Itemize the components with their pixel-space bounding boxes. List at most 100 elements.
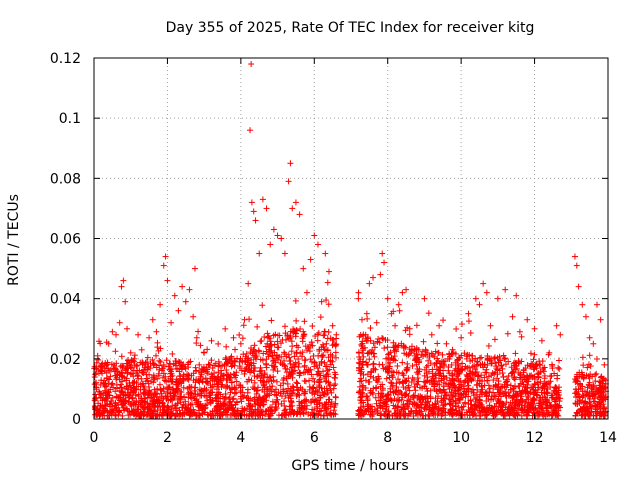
data-point-peak (333, 331, 340, 338)
data-point-peak (168, 319, 175, 326)
data-point (116, 394, 123, 401)
data-point (218, 367, 225, 374)
data-point (160, 388, 167, 395)
y-tick-label: 0 (72, 412, 81, 428)
data-point (478, 354, 485, 361)
x-tick-label: 6 (310, 430, 319, 446)
data-point (511, 383, 518, 390)
data-point-peak (122, 298, 129, 305)
data-point (204, 378, 211, 385)
data-point (312, 333, 319, 340)
data-point (237, 382, 244, 389)
data-point (323, 340, 330, 347)
data-point (324, 279, 331, 286)
data-point-peak (601, 361, 608, 368)
data-point-peak (311, 232, 318, 239)
data-point (131, 352, 138, 359)
data-point (504, 330, 511, 337)
data-point-peak (307, 256, 314, 263)
data-point (285, 351, 292, 358)
data-point (327, 386, 334, 393)
data-point-peak (480, 280, 487, 287)
data-point-peak (300, 265, 307, 272)
data-point-peak (263, 205, 270, 212)
data-point (363, 310, 370, 317)
data-point (293, 350, 300, 357)
data-point (239, 335, 246, 342)
data-point (554, 375, 561, 382)
data-point (467, 330, 474, 337)
data-point (455, 378, 462, 385)
data-point (209, 365, 216, 372)
data-point-peak (476, 301, 483, 308)
data-point (215, 340, 222, 347)
data-point (527, 350, 534, 357)
data-point (252, 401, 259, 408)
data-point-peak (248, 61, 255, 68)
data-point (572, 386, 579, 393)
data-point-peak (241, 316, 248, 323)
data-point (366, 378, 373, 385)
data-point-peak (392, 322, 399, 329)
data-point-peak (270, 226, 277, 233)
x-axis-label: GPS time / hours (291, 458, 408, 474)
data-point (189, 401, 196, 408)
data-point (332, 381, 339, 388)
data-point-peak (281, 250, 288, 257)
data-point-peak (223, 343, 230, 350)
data-point (491, 336, 498, 343)
data-point (257, 338, 264, 345)
data-point (302, 378, 309, 385)
data-point (586, 352, 593, 359)
data-point (373, 384, 380, 391)
data-point-peak (421, 295, 428, 302)
data-point-peak (278, 235, 285, 242)
y-tick-label: 0.12 (50, 51, 81, 67)
data-point-peak (171, 292, 178, 299)
data-point (244, 389, 251, 396)
data-point-peak (289, 205, 296, 212)
data-point (314, 337, 321, 344)
data-point (119, 412, 126, 419)
data-point-peak (379, 250, 386, 257)
data-point-peak (149, 316, 156, 323)
data-point (404, 360, 411, 367)
data-point (539, 358, 546, 365)
data-point (232, 346, 239, 353)
data-point (332, 341, 339, 348)
y-tick-label: 0.1 (59, 111, 81, 127)
data-point (268, 317, 275, 324)
data-point-peak (247, 127, 254, 134)
data-point-peak (582, 313, 589, 320)
data-point (323, 363, 330, 370)
data-point-peak (458, 334, 465, 341)
data-point (95, 400, 102, 407)
data-point (355, 289, 362, 296)
data-point (317, 314, 324, 321)
data-point (498, 362, 505, 369)
data-points (91, 61, 610, 419)
data-point (309, 323, 316, 330)
data-point (436, 367, 443, 374)
data-point (556, 365, 563, 372)
data-point (166, 360, 173, 367)
data-point (311, 378, 318, 385)
y-tick-label: 0.08 (50, 171, 81, 187)
data-point (149, 356, 156, 363)
data-point-peak (113, 331, 120, 338)
data-point-peak (370, 274, 377, 281)
data-point (294, 380, 301, 387)
data-point (296, 392, 303, 399)
data-point (246, 316, 253, 323)
data-point-peak (314, 241, 321, 248)
data-point (288, 348, 295, 355)
data-point (458, 321, 465, 328)
data-point-peak (436, 322, 443, 329)
data-point (123, 383, 130, 390)
data-point-peak (248, 199, 255, 206)
data-point (195, 328, 202, 335)
data-point (308, 371, 315, 378)
data-point-peak (179, 283, 186, 290)
data-point-peak (487, 322, 494, 329)
data-point-peak (399, 289, 406, 296)
